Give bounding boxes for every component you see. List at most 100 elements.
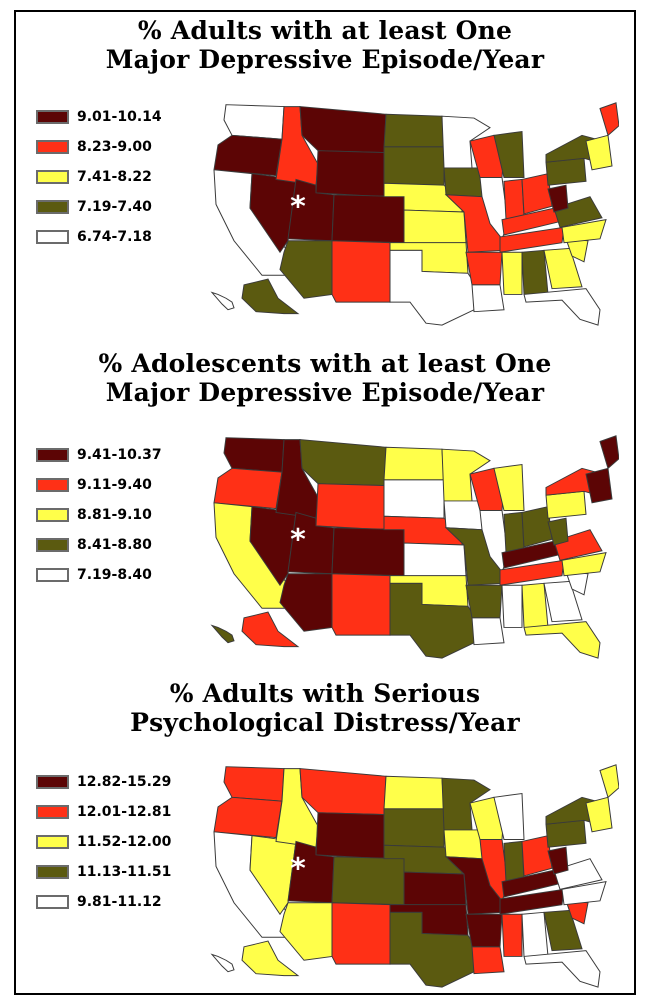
legend-swatch bbox=[36, 568, 69, 582]
state-pa bbox=[545, 157, 587, 186]
legend-item: 9.81-11.12 bbox=[36, 887, 171, 917]
utah-marker: * bbox=[290, 189, 306, 222]
legend-swatch bbox=[36, 835, 69, 849]
state-in bbox=[503, 178, 525, 221]
state-wa bbox=[223, 437, 285, 473]
state-ne-us bbox=[585, 467, 613, 504]
utah-marker: * bbox=[290, 522, 306, 555]
state-ga bbox=[543, 580, 583, 623]
state-ks bbox=[403, 871, 467, 906]
state-co bbox=[331, 527, 405, 577]
state-mt bbox=[299, 439, 387, 487]
legend-swatch bbox=[36, 508, 69, 522]
legend-swatch bbox=[36, 200, 69, 214]
legend-label: 11.13-11.51 bbox=[77, 864, 172, 880]
legend-label: 9.41-10.37 bbox=[77, 447, 162, 463]
legend-swatch bbox=[36, 230, 69, 244]
state-wa bbox=[223, 766, 285, 802]
map-title-line2: Major Depressive Episode/Year bbox=[105, 378, 545, 407]
state-wv bbox=[547, 184, 569, 213]
map-title: % Adults with Serious Psychological Dist… bbox=[16, 679, 634, 737]
state-in bbox=[503, 840, 525, 883]
map-title-line2: Psychological Distress/Year bbox=[130, 708, 520, 737]
state-nm bbox=[331, 573, 391, 636]
state-ar bbox=[465, 251, 503, 286]
state-ga bbox=[543, 909, 583, 952]
state-nd bbox=[383, 113, 445, 148]
state-nc bbox=[561, 881, 607, 906]
us-choropleth-map: * bbox=[204, 430, 619, 660]
state-nc bbox=[561, 552, 607, 577]
state-al bbox=[521, 911, 549, 957]
map-title-line2: Major Depressive Episode/Year bbox=[105, 45, 545, 74]
legend-item: 9.11-9.40 bbox=[36, 470, 162, 500]
legend-item: 12.82-15.29 bbox=[36, 767, 171, 797]
legend-item: 7.41-8.22 bbox=[36, 162, 162, 192]
legend-item: 11.13-11.51 bbox=[36, 857, 171, 887]
state-nd bbox=[383, 446, 445, 481]
legend-label: 8.81-9.10 bbox=[77, 507, 152, 523]
legend-label: 7.41-8.22 bbox=[77, 169, 152, 185]
state-nm bbox=[331, 240, 391, 303]
legend-swatch bbox=[36, 865, 69, 879]
legend-label: 11.52-12.00 bbox=[77, 834, 172, 850]
legend-label: 12.01-12.81 bbox=[77, 804, 172, 820]
legend-swatch bbox=[36, 170, 69, 184]
state-or bbox=[213, 134, 283, 177]
legend-item: 8.41-8.80 bbox=[36, 530, 162, 560]
legend-swatch bbox=[36, 448, 69, 462]
us-choropleth-map: * bbox=[204, 759, 619, 989]
state-sd bbox=[383, 479, 445, 519]
state-al bbox=[521, 582, 549, 628]
state-hi bbox=[210, 291, 235, 311]
state-me bbox=[599, 764, 619, 799]
legend-item: 11.52-12.00 bbox=[36, 827, 171, 857]
legend-swatch bbox=[36, 775, 69, 789]
state-pa bbox=[545, 819, 587, 848]
state-wy bbox=[315, 812, 385, 860]
legend-label: 7.19-7.40 bbox=[77, 199, 152, 215]
state-nm bbox=[331, 902, 391, 965]
legend: 12.82-15.29 12.01-12.81 11.52-12.00 11.1… bbox=[36, 767, 171, 917]
state-sd bbox=[383, 808, 445, 848]
state-tn bbox=[499, 559, 565, 586]
state-tn bbox=[499, 226, 565, 253]
state-ar bbox=[465, 584, 503, 619]
state-ak bbox=[241, 940, 300, 977]
state-ga bbox=[543, 247, 583, 290]
map-title: % Adults with at least One Major Depress… bbox=[16, 16, 634, 74]
state-mt bbox=[299, 768, 387, 816]
state-ms bbox=[501, 913, 523, 957]
state-hi bbox=[210, 624, 235, 644]
legend-swatch bbox=[36, 140, 69, 154]
state-sd bbox=[383, 146, 445, 186]
state-wy bbox=[315, 150, 385, 198]
state-me bbox=[599, 102, 619, 137]
state-wy bbox=[315, 483, 385, 531]
legend-swatch bbox=[36, 805, 69, 819]
legend-swatch bbox=[36, 538, 69, 552]
state-wa bbox=[223, 104, 285, 140]
state-la bbox=[471, 284, 505, 313]
state-ms bbox=[501, 251, 523, 295]
state-la bbox=[471, 617, 505, 646]
legend-label: 7.19-8.40 bbox=[77, 567, 152, 583]
legend-item: 7.19-8.40 bbox=[36, 560, 162, 590]
state-al bbox=[521, 249, 549, 295]
legend-label: 12.82-15.29 bbox=[77, 774, 172, 790]
state-ne-us bbox=[585, 796, 613, 833]
legend-item: 7.19-7.40 bbox=[36, 192, 162, 222]
state-mi bbox=[493, 792, 525, 840]
state-wv bbox=[547, 846, 569, 875]
legend-label: 9.81-11.12 bbox=[77, 894, 162, 910]
state-fl bbox=[523, 950, 601, 988]
map-title-line1: % Adolescents with at least One bbox=[98, 349, 552, 378]
legend-item: 6.74-7.18 bbox=[36, 222, 162, 252]
map-title-line1: % Adults with at least One bbox=[137, 16, 513, 45]
us-map-svg: * bbox=[210, 102, 619, 326]
state-az bbox=[279, 902, 333, 961]
legend: 9.01-10.14 8.23-9.00 7.41-8.22 7.19-7.40… bbox=[36, 102, 162, 252]
us-map-svg: * bbox=[210, 764, 619, 988]
legend-item: 12.01-12.81 bbox=[36, 797, 171, 827]
state-ks bbox=[403, 209, 467, 244]
